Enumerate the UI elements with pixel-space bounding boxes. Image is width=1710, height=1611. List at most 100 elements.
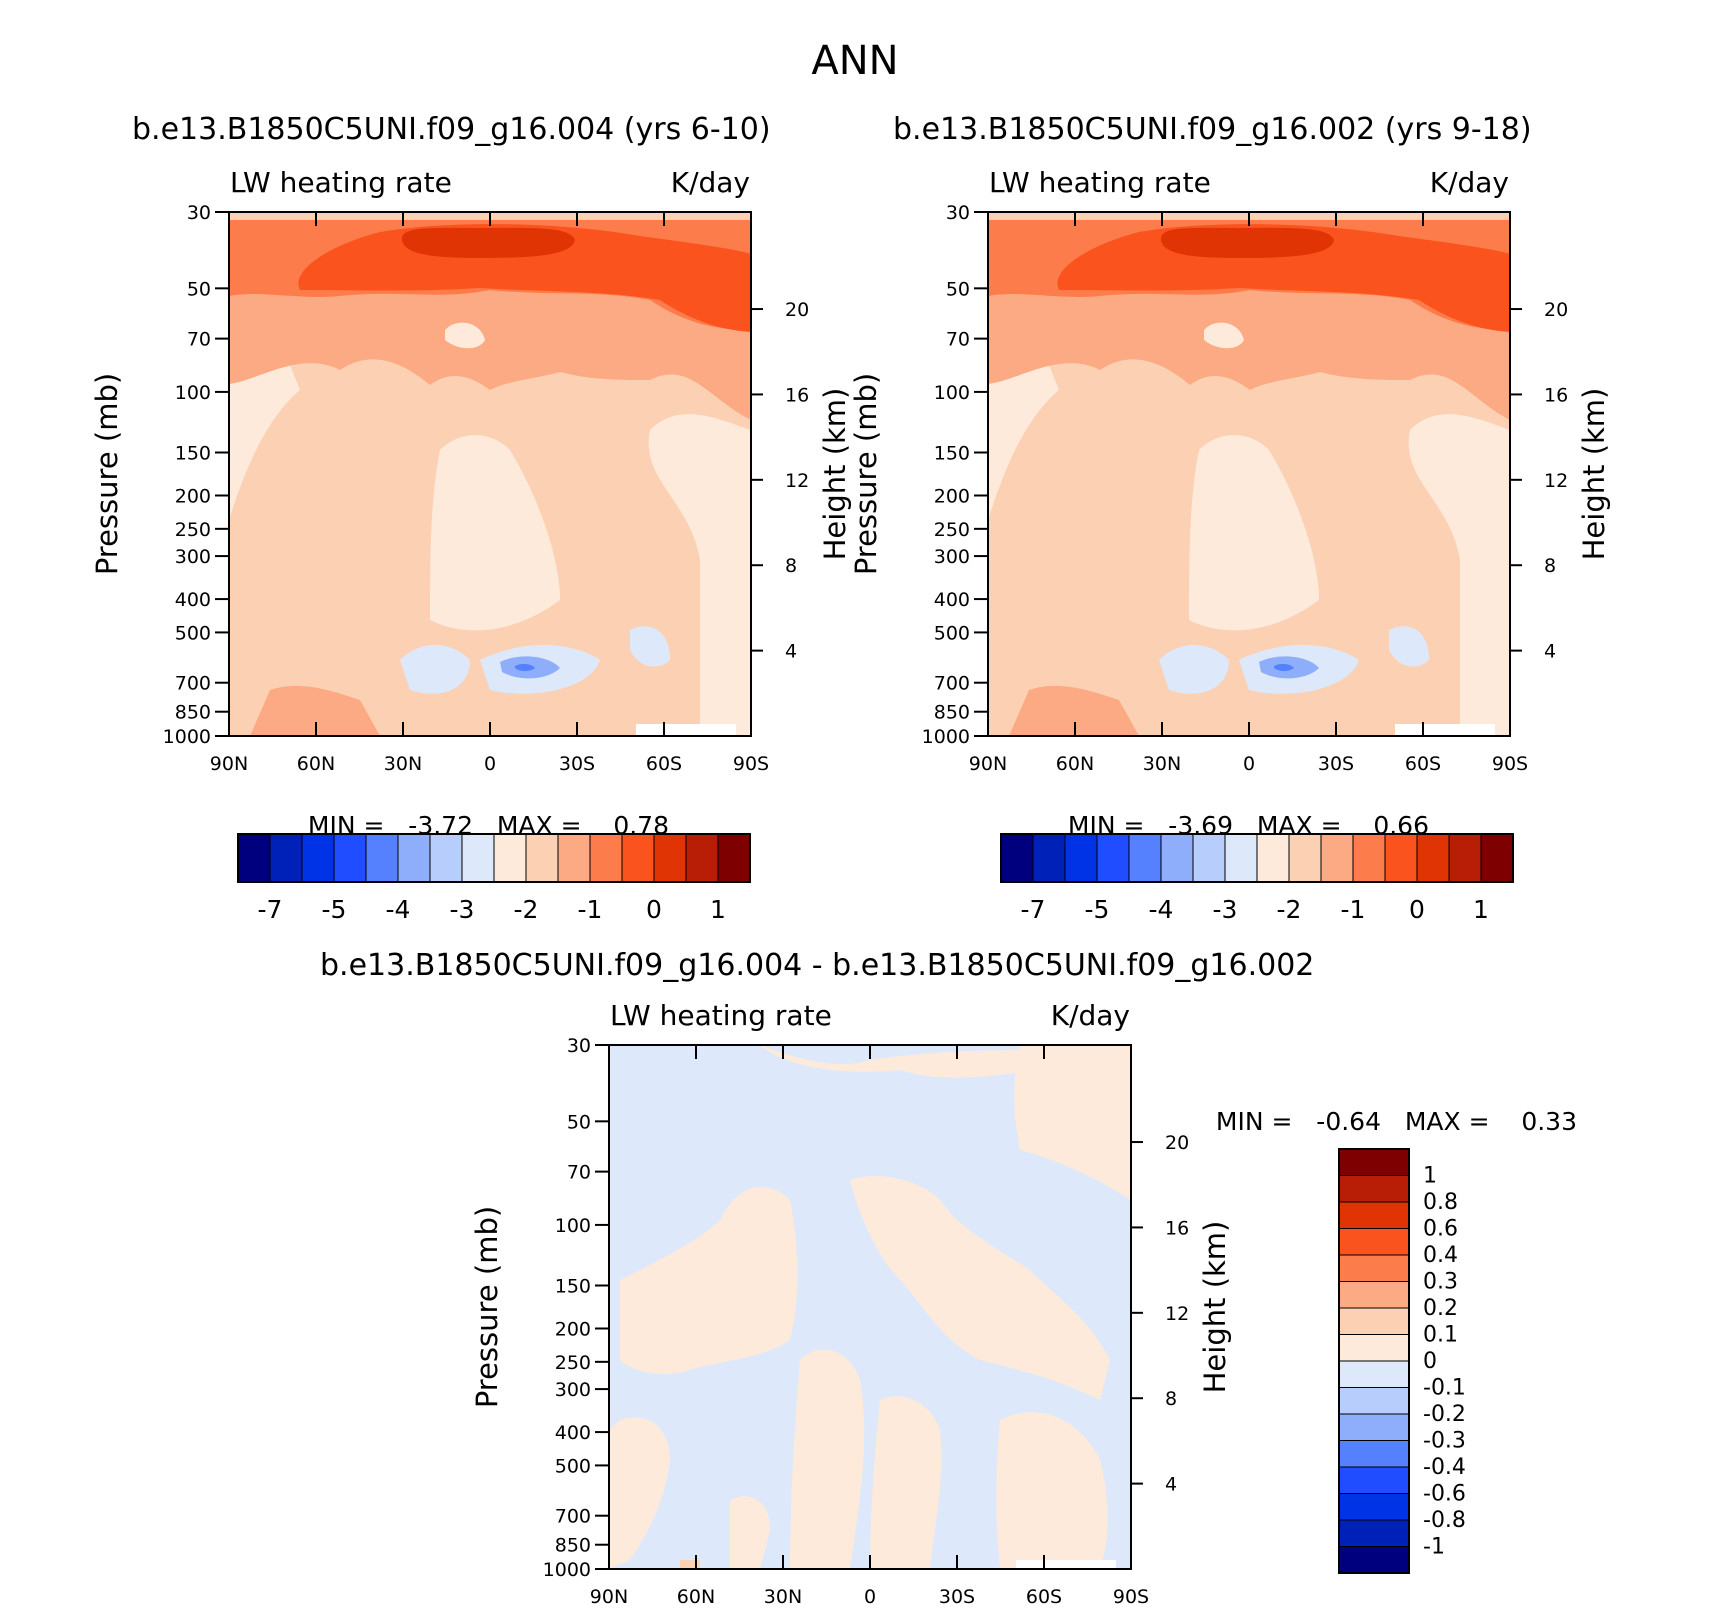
panel3-y2tick-label: 12	[1165, 1303, 1189, 1325]
panel1-ytick-label: 50	[187, 278, 211, 300]
panel1-ytick-label: 200	[175, 485, 211, 507]
colorbar1-label: 0	[646, 895, 662, 924]
panel3-max-label: MAX =	[1404, 1107, 1490, 1136]
panel3-title: b.e13.B1850C5UNI.f09_g16.004 - b.e13.B18…	[320, 948, 1315, 983]
panel1-ytick-label: 100	[175, 382, 211, 404]
panel1-ytick-label: 70	[187, 329, 211, 351]
panel2-ytick-label: 50	[946, 278, 970, 300]
colorbar2-cell	[1448, 833, 1482, 883]
panel1-ytick-label: 300	[175, 546, 211, 568]
colorbar2-label: -7	[1021, 895, 1046, 924]
colorbar1-cell	[685, 833, 719, 883]
colorbar2-label: 0	[1409, 895, 1425, 924]
panel2-y2tick-label: 4	[1544, 641, 1556, 663]
panel3-y2tick-label: 4	[1165, 1474, 1177, 1496]
colorbar1-cell	[301, 833, 335, 883]
colorbar1-cell	[397, 833, 431, 883]
panel2-ytick-label: 250	[934, 519, 970, 541]
colorbar1-cell	[621, 833, 655, 883]
panel2-xtick-label: 90S	[1492, 753, 1528, 775]
panel3-y2tick-label: 16	[1165, 1217, 1189, 1239]
panel2-ytick-label: 500	[934, 622, 970, 644]
panel3-ylabel: Pressure (mb)	[470, 1206, 504, 1408]
panel1-title: b.e13.B1850C5UNI.f09_g16.004 (yrs 6-10)	[132, 112, 771, 147]
panel1-y2tick-label: 20	[785, 299, 809, 321]
panel2-variable-label: LW heating rate	[989, 166, 1211, 199]
panel2-xtick-label: 30S	[1318, 753, 1354, 775]
colorbar3-cell	[1338, 1413, 1410, 1441]
panel3-ytick-label: 70	[567, 1162, 591, 1184]
panel3-ytick-label: 30	[567, 1035, 591, 1057]
panel3-ytick-label: 400	[555, 1422, 591, 1444]
colorbar2-cell	[1128, 833, 1162, 883]
panel3-max-value: 0.33	[1521, 1107, 1577, 1136]
colorbar2-label: -1	[1341, 895, 1366, 924]
colorbar1-cell	[461, 833, 495, 883]
colorbar1-cell	[557, 833, 591, 883]
colorbar3-cell	[1338, 1466, 1410, 1494]
colorbar1-cell	[429, 833, 463, 883]
colorbar2-cell	[1192, 833, 1226, 883]
colorbar3-frame	[1338, 1148, 1410, 1574]
colorbar1-cell	[525, 833, 559, 883]
panel2-ytick-label: 70	[946, 329, 970, 351]
colorbar2-cell	[1320, 833, 1354, 883]
colorbar1-label: -7	[258, 895, 283, 924]
colorbar3-label: -1	[1423, 1535, 1445, 1560]
panel1-ylabel-right: Height (km)	[818, 388, 852, 561]
panel1-xtick-label: 30N	[384, 753, 422, 775]
colorbar3-cell	[1338, 1254, 1410, 1282]
colorbar1-cell	[237, 833, 271, 883]
colorbar3-cell	[1338, 1201, 1410, 1229]
panel2-xtick-label: 0	[1243, 753, 1255, 775]
panel2-xtick-label: 60S	[1405, 753, 1441, 775]
panel3-xtick-label: 90S	[1113, 1586, 1149, 1608]
panel1-xtick-label: 30S	[559, 753, 595, 775]
panel2-ylabel: Pressure (mb)	[849, 373, 883, 575]
panel1-xtick-label: 60N	[297, 753, 335, 775]
panel2-y2tick-label: 16	[1544, 384, 1568, 406]
panel2-y2tick-label: 8	[1544, 555, 1556, 577]
panel2-ytick-label: 100	[934, 382, 970, 404]
colorbar2-cell	[1384, 833, 1418, 883]
colorbar3-label: 0	[1423, 1349, 1437, 1374]
panel2-ytick-label: 300	[934, 546, 970, 568]
colorbar2-cell	[1224, 833, 1258, 883]
colorbar3-cell	[1338, 1334, 1410, 1362]
colorbar2-cell	[1480, 833, 1514, 883]
panel1-ytick-label: 30	[187, 202, 211, 224]
panel3-ytick-label: 700	[555, 1506, 591, 1528]
panel1-xtick-label: 0	[484, 753, 496, 775]
panel3-stats: MIN = -0.64 MAX = 0.33	[1200, 1078, 1577, 1136]
colorbar1-label: 1	[710, 895, 726, 924]
panel3-ytick-label: 150	[555, 1276, 591, 1298]
colorbar2-label: 1	[1473, 895, 1489, 924]
panel2-ytick-label: 200	[934, 485, 970, 507]
panel3-y2tick-label: 8	[1165, 1388, 1177, 1410]
colorbar2-cell	[1064, 833, 1098, 883]
panel3-ytick-label: 1000	[543, 1559, 591, 1581]
panel3-min-label: MIN =	[1215, 1107, 1293, 1136]
colorbar1-cell	[653, 833, 687, 883]
colorbar2-cell	[1032, 833, 1066, 883]
panel3-ytick-label: 100	[555, 1215, 591, 1237]
colorbar2-cell	[1000, 833, 1034, 883]
panel3-xtick-label: 30S	[939, 1586, 975, 1608]
panel1-ylabel: Pressure (mb)	[90, 373, 124, 575]
panel3-ytick-label: 250	[555, 1352, 591, 1374]
colorbar3-cell	[1338, 1519, 1410, 1547]
panel3-min-value: -0.64	[1316, 1107, 1381, 1136]
colorbar3-cell	[1338, 1387, 1410, 1415]
colorbar3-label: 0.8	[1423, 1190, 1458, 1215]
panel3-ytick-label: 50	[567, 1111, 591, 1133]
figure-title: ANN	[811, 38, 899, 84]
colorbar1-cell	[333, 833, 367, 883]
colorbar1-cell	[269, 833, 303, 883]
panel1-y2tick-label: 12	[785, 470, 809, 492]
colorbar3-label: -0.6	[1423, 1482, 1466, 1507]
colorbar2-cell	[1160, 833, 1194, 883]
colorbar1-label: -4	[386, 895, 411, 924]
colorbar2-label: -4	[1149, 895, 1174, 924]
colorbar1-label: -3	[450, 895, 475, 924]
